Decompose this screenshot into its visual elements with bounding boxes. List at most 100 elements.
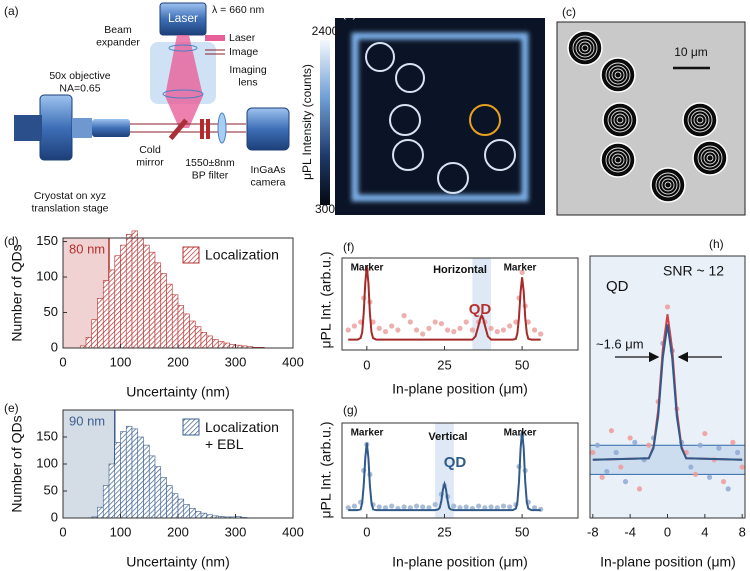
bar: [212, 339, 219, 349]
mesa-ring: [608, 150, 628, 170]
selected-qd: [469, 104, 501, 136]
bar: [154, 466, 162, 519]
x-tick-label: 50: [515, 524, 529, 539]
plot-layer: [345, 258, 544, 350]
x-tick-label: 8: [739, 524, 746, 539]
panel-label: (c): [562, 5, 576, 19]
data-point: [507, 323, 513, 329]
fit-line: [348, 265, 541, 341]
label: Laser: [168, 11, 198, 25]
data-point: [345, 327, 351, 333]
data-point: [457, 505, 463, 511]
laser-beam: [165, 35, 203, 128]
bar: [131, 230, 139, 349]
data-point: [636, 486, 643, 492]
text-line: mirror: [136, 156, 164, 168]
data-point: [604, 468, 610, 475]
x-tick-label: 300: [225, 524, 247, 539]
plot-layer: [345, 423, 544, 518]
bar: [102, 485, 110, 519]
text-line: Localization: [205, 419, 279, 435]
mesa-ring: [614, 156, 622, 164]
data-point: [716, 445, 722, 451]
data-point: [720, 479, 727, 485]
label: Cryostat on xyz translation stage: [31, 190, 108, 215]
data-point: [376, 504, 382, 510]
bar: [97, 298, 104, 349]
mesa-ring: [700, 148, 720, 168]
mesa-ring: [696, 116, 704, 124]
mesa-ring: [664, 181, 672, 189]
data-point: [395, 327, 401, 333]
label: InGaAs camera: [250, 164, 285, 189]
setup-schematic: Laser λ = 660 nm Laser Image Beam expande…: [14, 2, 290, 215]
bar: [102, 280, 110, 349]
mesa-ring: [608, 65, 628, 85]
bar: [120, 431, 127, 519]
data-point: [413, 503, 420, 509]
x-tick-label: 400: [282, 354, 304, 369]
bar: [160, 477, 167, 519]
bar: [131, 428, 139, 519]
bar: [194, 511, 202, 519]
data-point: [692, 471, 699, 477]
x-axis-title: In-plane position (μm): [392, 381, 528, 397]
mesa-ring: [706, 154, 714, 162]
x-axis-title: In-plane position (μm): [600, 554, 736, 570]
data-point: [345, 505, 351, 511]
x-tick-label: 0: [363, 524, 370, 539]
data-point: [463, 319, 469, 325]
data-point: [382, 329, 389, 335]
data-point: [370, 319, 376, 325]
label: Imaging lens: [229, 64, 267, 89]
data-point: [702, 430, 708, 437]
data-point: [413, 327, 420, 333]
mesa-ring: [575, 38, 595, 58]
x-tick-label: 300: [225, 354, 247, 369]
bp-filter: [206, 119, 210, 139]
y-tick-label: 50: [44, 482, 58, 497]
data-point: [438, 321, 444, 327]
data-point: [351, 323, 358, 329]
y-tick-label: 0: [51, 509, 58, 524]
bar: [91, 319, 98, 349]
bar: [148, 455, 156, 519]
sem-image: 10 μm: [556, 21, 746, 216]
bar: [223, 342, 231, 349]
data-point: [734, 449, 741, 456]
bar: [189, 507, 196, 519]
bar: [97, 506, 104, 519]
data-point: [519, 269, 525, 275]
pl-image: 2400 300 μPL Intensity (counts): [300, 18, 545, 216]
legend-swatch: [182, 246, 200, 264]
data-point: [730, 439, 736, 445]
x-tick-label: 0: [363, 357, 370, 372]
x-tick-label: 0: [59, 524, 66, 539]
lens: [162, 89, 204, 99]
data-point: [594, 442, 601, 448]
data-point: [401, 313, 407, 319]
bar: [194, 326, 202, 349]
data-point: [494, 329, 500, 335]
lens: [168, 44, 198, 52]
data-point: [538, 331, 544, 337]
mesa-ring: [581, 44, 589, 52]
data-point: [646, 442, 652, 448]
y-tick-label: 0: [51, 339, 58, 354]
x-tick-label: 25: [437, 524, 451, 539]
mesa-ring: [687, 107, 713, 133]
mesa-ring: [605, 62, 631, 88]
mesa-ring: [690, 110, 710, 130]
cold-mirror: [168, 118, 189, 141]
label: 50x objective NA=0.65: [49, 70, 110, 95]
bar: [171, 493, 179, 519]
panel-label: (d): [4, 234, 19, 248]
data-point: [622, 479, 629, 485]
label: 1550±8nm BP filter: [185, 157, 235, 182]
bar: [229, 344, 236, 349]
bp-filter: [200, 119, 204, 139]
bar: [137, 237, 144, 349]
colorbar-max: 2400: [312, 24, 339, 38]
panel-label: (b): [342, 6, 357, 20]
